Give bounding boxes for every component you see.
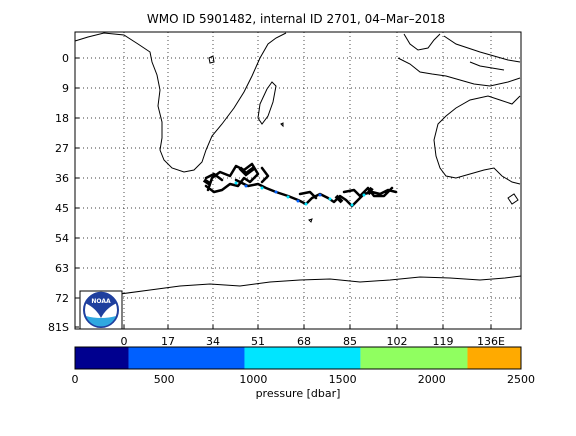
africa-coastline bbox=[74, 32, 287, 173]
profile-point bbox=[234, 181, 238, 185]
figure-title: WMO ID 5901482, internal ID 2701, 04–Mar… bbox=[147, 12, 445, 26]
indonesia-coastline bbox=[397, 57, 521, 87]
profile-point bbox=[296, 199, 300, 203]
longitude-tick-labels: 0 17 34 51 68 85 102 119 136E bbox=[121, 325, 505, 348]
map-gridlines bbox=[75, 32, 521, 329]
longitude-tick-label: 0 bbox=[121, 335, 128, 348]
latitude-tick-label: 18 bbox=[55, 112, 69, 125]
latitude-tick-label: 54 bbox=[55, 232, 69, 245]
profile-point bbox=[318, 193, 322, 197]
colorbar-label: pressure [dbar] bbox=[256, 387, 341, 400]
profile-markers bbox=[234, 181, 366, 207]
colorbar-band bbox=[75, 347, 129, 369]
latitude-tick-label: 72 bbox=[55, 292, 69, 305]
trajectory-track bbox=[202, 166, 374, 204]
latitude-tick-label: 36 bbox=[55, 172, 69, 185]
longitude-tick-label: 51 bbox=[251, 335, 265, 348]
island-outline bbox=[280, 122, 284, 128]
longitude-tick-label: 68 bbox=[297, 335, 311, 348]
colorbar-tick-label: 1500 bbox=[329, 373, 357, 386]
profile-point bbox=[304, 202, 308, 206]
madagascar-coastline bbox=[257, 81, 277, 125]
latitude-tick-label: 27 bbox=[55, 142, 69, 155]
profile-point bbox=[328, 197, 332, 201]
colorbar-band bbox=[128, 347, 245, 369]
colorbar-frame bbox=[74, 346, 522, 370]
colorbar-band bbox=[467, 347, 521, 369]
latitude-tick-label: 9 bbox=[62, 82, 69, 95]
noaa-logo: NOAA bbox=[79, 290, 123, 330]
noaa-logo-text: NOAA bbox=[91, 298, 111, 305]
profile-point bbox=[362, 193, 366, 197]
profile-point bbox=[274, 190, 278, 194]
map-panel: 0 9 18 27 36 45 54 63 72 81S 0 17 34 51 68 85 102 119 136… bbox=[48, 31, 522, 348]
noaa-bird-icon bbox=[85, 291, 117, 318]
colorbar-tick-label: 2000 bbox=[418, 373, 446, 386]
indonesia-coastline bbox=[469, 61, 505, 71]
colorbar-tick-label: 2500 bbox=[507, 373, 535, 386]
longitude-tick-label: 17 bbox=[161, 335, 175, 348]
indonesia-coastline bbox=[403, 33, 441, 51]
latitude-tick-label: 81S bbox=[48, 321, 69, 334]
latitude-tick-labels: 0 9 18 27 36 45 54 63 72 81S bbox=[48, 52, 79, 334]
longitude-tick-label: 119 bbox=[433, 335, 454, 348]
longitude-tick-label: 85 bbox=[343, 335, 357, 348]
colorbar-bands bbox=[75, 347, 521, 369]
longitude-tick-label: 34 bbox=[206, 335, 220, 348]
pressure-colorbar: 0 500 1000 1500 2000 2500 pressure [dbar] bbox=[72, 346, 536, 400]
profile-point bbox=[350, 203, 354, 207]
tasmania-outline bbox=[507, 193, 519, 205]
coastlines bbox=[74, 32, 522, 295]
australia-coastline bbox=[433, 95, 521, 185]
island-outline bbox=[308, 218, 313, 223]
profile-point bbox=[244, 184, 248, 188]
trajectory-track bbox=[204, 162, 398, 208]
latitude-tick-label: 63 bbox=[55, 262, 69, 275]
colorbar-tick-label: 0 bbox=[72, 373, 79, 386]
map-frame bbox=[74, 31, 522, 330]
longitude-tick-label: 102 bbox=[387, 335, 408, 348]
colorbar-band bbox=[244, 347, 361, 369]
noaa-wave-icon bbox=[86, 316, 116, 327]
colorbar-band bbox=[360, 347, 468, 369]
profile-markers bbox=[244, 184, 322, 203]
indonesia-coastline bbox=[443, 35, 521, 63]
latitude-tick-label: 0 bbox=[62, 52, 69, 65]
profile-point bbox=[286, 195, 290, 199]
island-outline bbox=[208, 55, 215, 64]
float-trajectory bbox=[202, 162, 398, 208]
colorbar-tick-label: 1000 bbox=[239, 373, 267, 386]
antarctica-coastline bbox=[119, 275, 522, 295]
colorbar-tick-labels: 0 500 1000 1500 2000 2500 bbox=[72, 373, 536, 386]
colorbar-tick-label: 500 bbox=[154, 373, 175, 386]
latitude-tick-label: 45 bbox=[55, 202, 69, 215]
longitude-tick-label: 136E bbox=[477, 335, 505, 348]
profile-point bbox=[260, 186, 264, 190]
